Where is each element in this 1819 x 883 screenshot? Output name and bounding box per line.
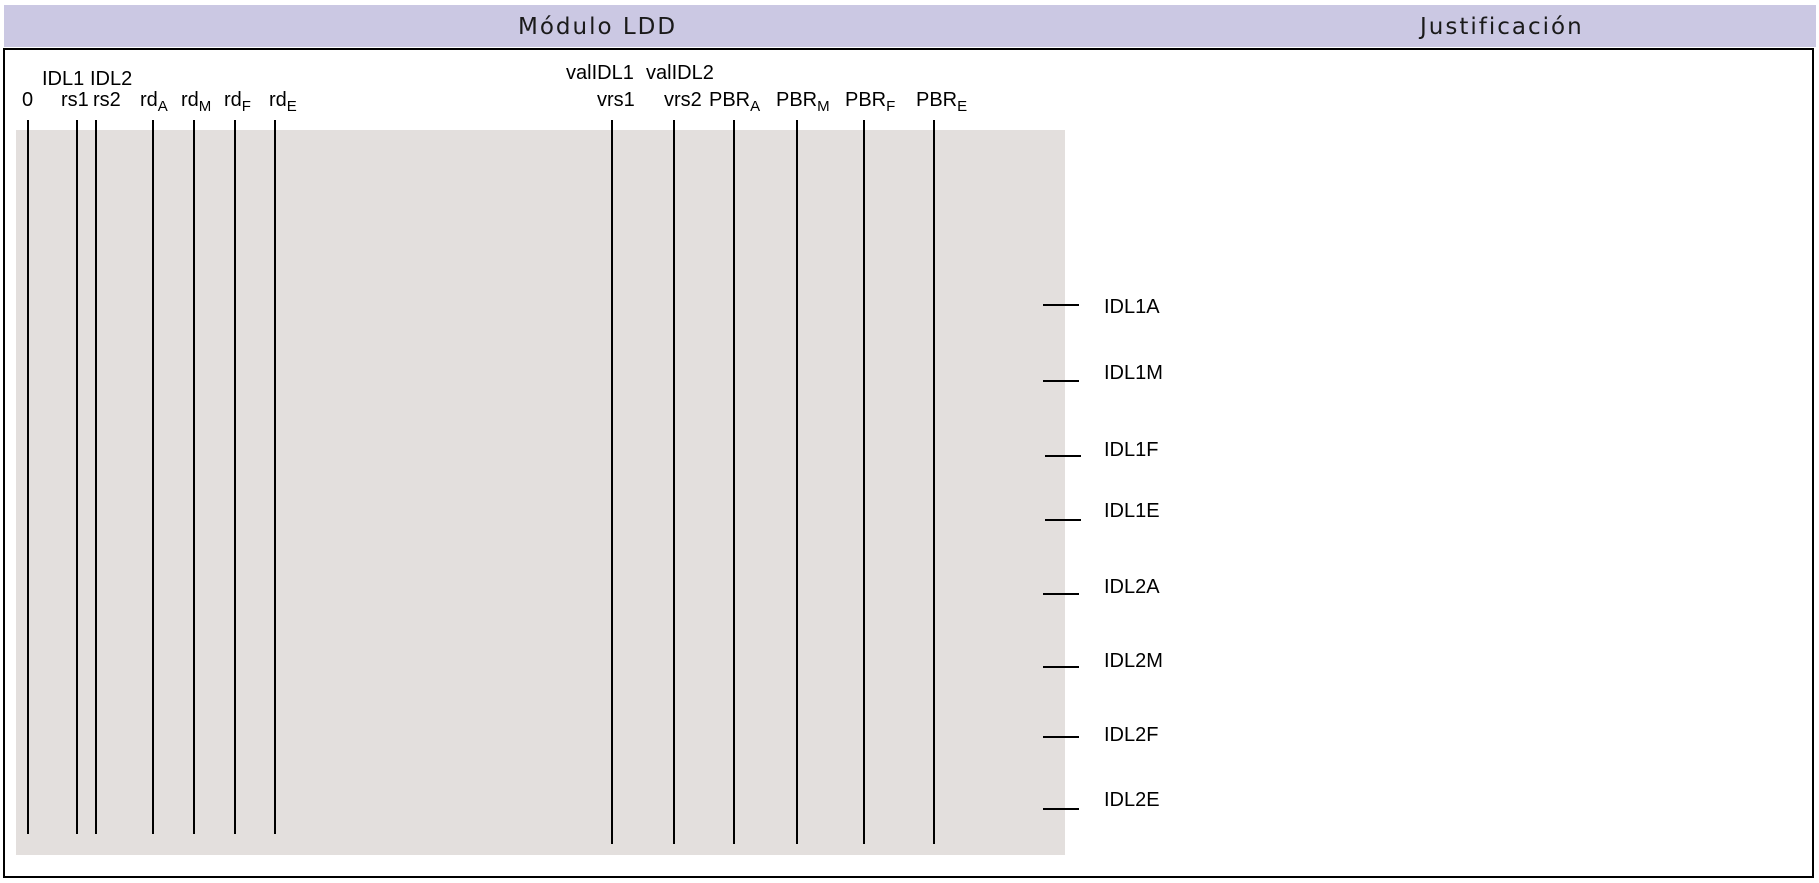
- input-label-rs2: rs2: [93, 89, 121, 111]
- output-label-idl1e: IDL1E: [1104, 500, 1160, 522]
- label-validl2: valIDL2: [646, 62, 714, 84]
- output-tick-idl2e: [1043, 808, 1079, 810]
- output-tick-idl2m: [1043, 666, 1079, 668]
- input-label-pbr-m: PBRM: [776, 89, 830, 115]
- signal-line-rd-f: [234, 120, 236, 834]
- signal-line-vrs2: [673, 120, 675, 844]
- output-label-idl2a: IDL2A: [1104, 576, 1160, 598]
- module-title: Módulo LDD: [518, 14, 678, 40]
- output-label-idl1f: IDL1F: [1104, 439, 1159, 461]
- output-tick-idl1a: [1043, 304, 1079, 306]
- input-label-pbr-f: PBRF: [845, 89, 896, 115]
- output-label-idl2e: IDL2E: [1104, 789, 1160, 811]
- signal-line-vrs1: [611, 120, 613, 844]
- input-label-rs1: rs1: [61, 89, 89, 111]
- signal-line-rd-e: [274, 120, 276, 834]
- justification-title: Justificación: [1420, 14, 1584, 40]
- signal-line-rd-a: [152, 120, 154, 834]
- label-idl2: IDL2: [90, 68, 133, 90]
- signal-line-rs2: [95, 120, 97, 834]
- header-bar: Módulo LDD Justificación: [4, 5, 1816, 47]
- label-validl1: valIDL1: [566, 62, 634, 84]
- signal-line-pbr-m: [796, 120, 798, 844]
- output-label-idl1a: IDL1A: [1104, 296, 1160, 318]
- signal-line-zero: [27, 120, 29, 834]
- output-tick-idl2f: [1043, 736, 1079, 738]
- output-tick-idl1m: [1043, 380, 1079, 382]
- diagram-frame: [3, 48, 1814, 878]
- input-label-rd-m: rdM: [181, 89, 212, 115]
- output-label-idl1m: IDL1M: [1104, 362, 1163, 384]
- input-label-vrs1: vrs1: [597, 89, 635, 111]
- input-label-rd-f: rdF: [224, 89, 251, 115]
- signal-line-pbr-e: [933, 120, 935, 844]
- signal-line-pbr-a: [733, 120, 735, 844]
- input-label-zero: 0: [22, 89, 34, 111]
- output-tick-idl1f: [1045, 455, 1081, 457]
- output-label-idl2f: IDL2F: [1104, 724, 1159, 746]
- input-label-vrs2: vrs2: [664, 89, 702, 111]
- input-label-pbr-e: PBRE: [916, 89, 968, 115]
- input-label-rd-e: rdE: [269, 89, 297, 115]
- output-tick-idl2a: [1043, 593, 1079, 595]
- output-label-idl2m: IDL2M: [1104, 650, 1163, 672]
- signal-line-rs1: [76, 120, 78, 834]
- input-label-pbr-a: PBRA: [709, 89, 761, 115]
- output-tick-idl1e: [1045, 519, 1081, 521]
- signal-line-rd-m: [193, 120, 195, 834]
- ldd-module-panel: [16, 130, 1065, 855]
- signal-line-pbr-f: [863, 120, 865, 844]
- label-idl1: IDL1: [42, 68, 85, 90]
- input-label-rd-a: rdA: [140, 89, 168, 115]
